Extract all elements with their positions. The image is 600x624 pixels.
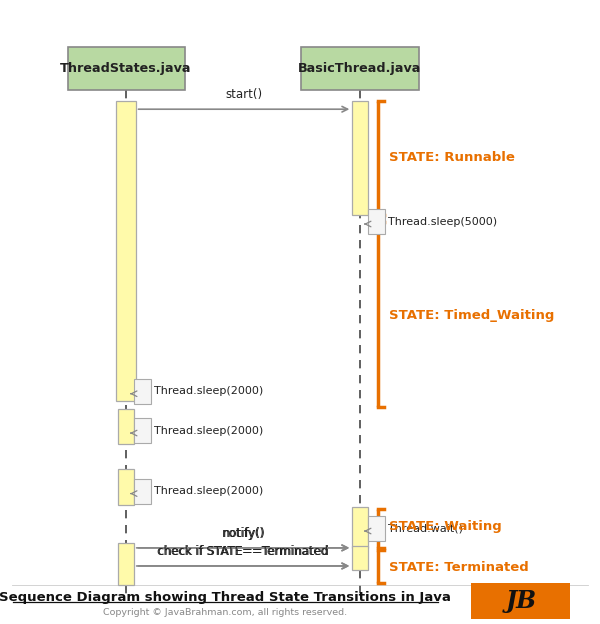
Text: STATE: Terminated: STATE: Terminated — [389, 562, 529, 574]
Bar — [134, 418, 151, 443]
Text: check if STATE==Terminated: check if STATE==Terminated — [158, 545, 329, 558]
Text: STATE: Timed_Waiting: STATE: Timed_Waiting — [389, 309, 554, 321]
Text: Copyright © JavaBrahman.com, all rights reserved.: Copyright © JavaBrahman.com, all rights … — [103, 608, 347, 617]
Bar — [352, 101, 368, 215]
Text: BasicThread.java: BasicThread.java — [298, 62, 422, 75]
Bar — [118, 409, 134, 444]
Text: Sequence Diagram showing Thread State Transitions in Java: Sequence Diagram showing Thread State Tr… — [0, 591, 451, 603]
FancyBboxPatch shape — [471, 583, 570, 619]
Text: ThreadStates.java: ThreadStates.java — [60, 62, 192, 75]
Bar — [118, 543, 134, 585]
Text: notify(): notify() — [223, 527, 265, 540]
Bar — [352, 546, 368, 570]
Text: Thread.sleep(2000): Thread.sleep(2000) — [154, 486, 263, 496]
Text: Thread.wait(): Thread.wait() — [388, 524, 463, 534]
Bar — [368, 209, 385, 234]
Bar — [116, 101, 136, 401]
Bar — [118, 469, 134, 505]
Text: JB: JB — [505, 589, 536, 613]
FancyBboxPatch shape — [301, 47, 419, 90]
FancyBboxPatch shape — [67, 47, 185, 90]
Text: Thread.sleep(2000): Thread.sleep(2000) — [154, 426, 263, 436]
Text: notify(): notify() — [221, 527, 265, 540]
Text: Thread.sleep(2000): Thread.sleep(2000) — [154, 386, 263, 396]
Text: check if STATE==Terminated: check if STATE==Terminated — [157, 545, 329, 558]
Text: Thread.sleep(5000): Thread.sleep(5000) — [388, 217, 497, 227]
Text: start(): start() — [226, 88, 262, 101]
Bar — [134, 479, 151, 504]
Text: STATE: Runnable: STATE: Runnable — [389, 151, 515, 163]
Text: STATE: Waiting: STATE: Waiting — [389, 520, 502, 533]
Bar — [134, 379, 151, 404]
Bar — [368, 516, 385, 541]
Bar — [352, 507, 368, 548]
